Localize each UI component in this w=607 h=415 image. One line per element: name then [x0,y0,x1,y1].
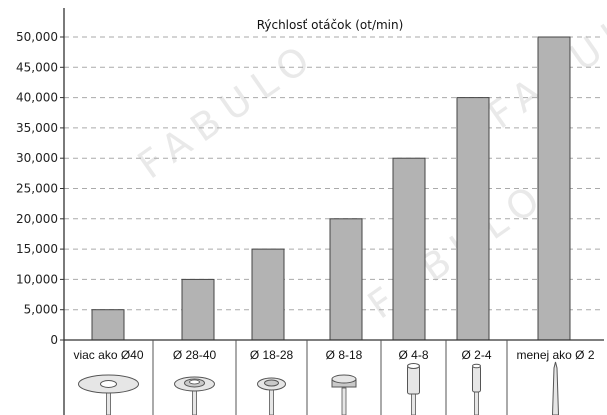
y-tick-label: 30,000 [16,151,58,165]
bar [181,278,215,341]
category-label: Ø 28-40 [173,348,217,362]
small-disc-icon [257,377,286,415]
chart-title: Rýchlosť otáčok (ot/min) [257,18,404,32]
watermark-text: FABULO [130,32,326,187]
category-table: viac ako Ø40 Ø 28-40 Ø 18-28 Ø 8-18 Ø 4-8 Ø 2… [64,339,604,415]
pointed-bur-icon [551,361,560,415]
bar [392,157,426,341]
bar [456,97,490,341]
watermarks: FABULOFABULOFABULO [130,0,607,327]
y-tick-label: 0 [50,333,58,347]
y-tick-label: 15,000 [16,242,58,256]
medium-disc-icon [174,376,215,415]
y-tick-label: 5,000 [24,303,58,317]
cylinder-head-icon [331,374,357,415]
category-label: menej ako Ø 2 [516,348,594,362]
y-tick-label: 45,000 [16,60,58,74]
bar [537,36,571,341]
y-axis: 0 5,000 10,000 15,000 20,000 25,000 30,000 35,0… [16,8,65,415]
bar [329,218,363,341]
bar [91,309,125,341]
category-label: Ø 18-28 [250,348,294,362]
category-label: viac ako Ø40 [73,348,143,362]
y-tick-label: 50,000 [16,30,58,44]
y-tick-label: 20,000 [16,212,58,226]
y-tick-label: 40,000 [16,91,58,105]
narrow-cylinder-bur-icon [472,363,481,415]
cylinder-bur-icon [407,363,420,415]
category-label: Ø 4-8 [398,348,428,362]
tool-icons [78,361,560,415]
large-disc-icon [78,374,139,415]
category-label: Ø 2-4 [461,348,491,362]
category-label: Ø 8-18 [326,348,363,362]
y-tick-label: 25,000 [16,182,58,196]
bar [251,248,285,341]
y-tick-label: 35,000 [16,121,58,135]
y-tick-label: 10,000 [16,272,58,286]
bars [91,36,571,341]
